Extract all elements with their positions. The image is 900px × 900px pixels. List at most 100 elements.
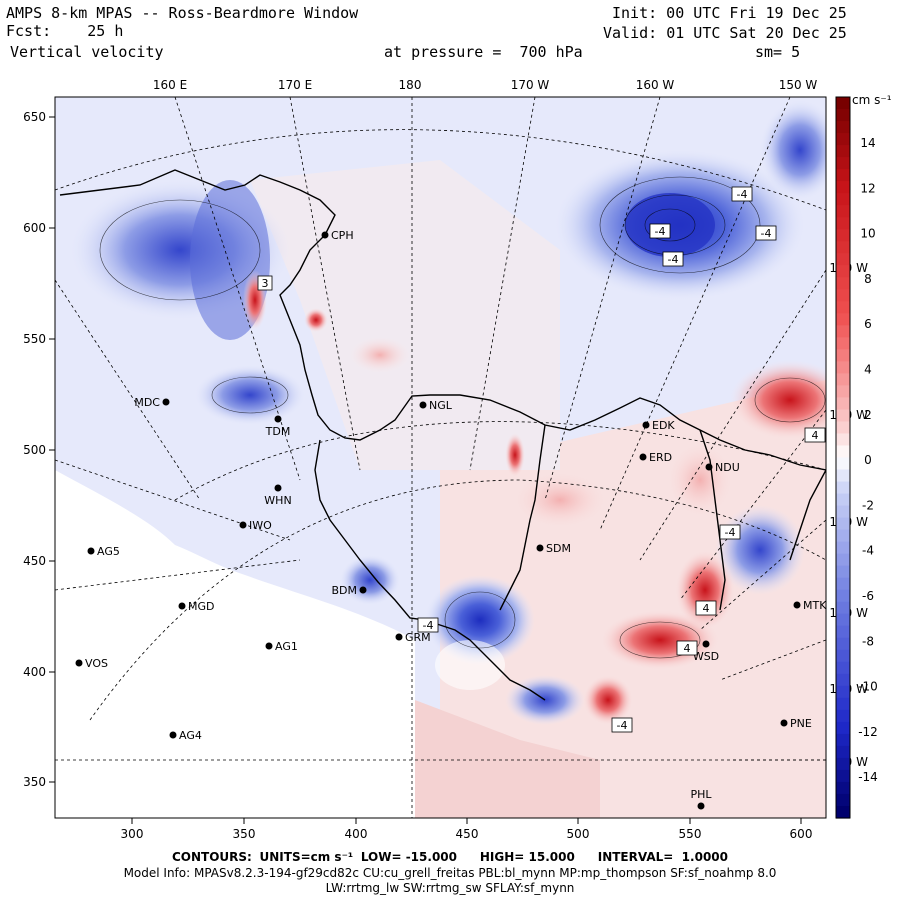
station-marker-ag1 (265, 642, 273, 650)
colorbar-segment (836, 673, 850, 687)
colorbar-segment (836, 637, 850, 651)
colorbar-segment (836, 649, 850, 663)
station-marker-mdc (162, 398, 170, 406)
colorbar-tick-label: 6 (864, 317, 872, 331)
forecast-label-text: Fcst: (6, 22, 52, 40)
station-marker-vos (75, 659, 83, 667)
colorbar-segment (836, 229, 850, 242)
contour-units: UNITS=cm s⁻¹ (259, 850, 354, 864)
colorbar-segment (836, 745, 850, 759)
colorbar-segment (836, 313, 850, 326)
colorbar-segment (836, 757, 850, 771)
colorbar-tick-label: 12 (860, 181, 875, 195)
colorbar-segment (836, 193, 850, 206)
colorbar-segment (836, 781, 850, 795)
colorbar-segment (836, 133, 850, 146)
colorbar-segment (836, 337, 850, 350)
colorbar-segment (836, 145, 850, 158)
colorbar-segment (836, 109, 850, 122)
y-tick-450: 450 (23, 554, 46, 568)
station-label-mtk: MTK (803, 599, 827, 612)
colorbar-segment (836, 625, 850, 639)
contour-info: CONTOURS: UNITS=cm s⁻¹ LOW= -15.000 HIGH… (0, 850, 900, 864)
station-label-ag4: AG4 (179, 729, 202, 742)
model-info-2: LW:rrtmg_lw SW:rrtmg_sw SFLAY:sf_mynn (325, 881, 575, 895)
x-tick-400: 400 (345, 827, 368, 841)
colorbar-segment (836, 517, 850, 531)
station-label-cph: CPH (331, 229, 354, 242)
contour-label-10: 4 (703, 602, 710, 615)
colorbar-segment (836, 481, 850, 495)
contour-label-6: -4 (423, 619, 434, 632)
station-marker-grm (395, 633, 403, 641)
colorbar-segment (836, 697, 850, 711)
colorbar-segment (836, 397, 850, 411)
contour-label-2: -4 (655, 225, 666, 238)
colorbar-segment (836, 169, 850, 182)
map-title: AMPS 8-km MPAS -- Ross-Beardmore Window (6, 4, 359, 22)
colorbar-segment (836, 205, 850, 218)
station-label-pne: PNE (790, 717, 812, 730)
colorbar-segment (836, 241, 850, 254)
station-marker-phl (697, 802, 705, 810)
colorbar-tick-label: 14 (860, 136, 875, 150)
lon-label-160w: 160 W (636, 78, 675, 92)
colorbar-segment (836, 325, 850, 338)
station-label-edk: EDK (652, 419, 675, 432)
smoothing-value: sm= 5 (755, 43, 801, 61)
station-label-whn: WHN (264, 494, 291, 507)
contour-label-3: -4 (761, 227, 772, 240)
colorbar-tick-label: -10 (858, 680, 878, 694)
colorbar-segment (836, 217, 850, 230)
pink-cell-central (350, 337, 410, 373)
colorbar-segment (836, 445, 850, 459)
station-marker-ndu (705, 463, 713, 471)
colorbar-segment (836, 769, 850, 783)
lon-label-160e: 160 E (153, 78, 187, 92)
station-label-ngl: NGL (429, 399, 453, 412)
lon-label-170e: 170 E (278, 78, 312, 92)
blue-cell-bdm (340, 555, 400, 605)
graticule (55, 97, 826, 818)
contour-interval: INTERVAL= 1.0000 (597, 850, 728, 864)
station-marker-wsd (702, 640, 710, 648)
colorbar-segment (836, 565, 850, 579)
red-cell-ngl (505, 433, 525, 477)
noisy-cell-south (435, 640, 505, 690)
colorbar-segment (836, 157, 850, 170)
forecast-label: Fcst: 25 h (6, 22, 123, 40)
red-cell-cph (304, 308, 328, 332)
colorbar-segment (836, 793, 850, 807)
station-marker-tdm (274, 415, 282, 423)
colorbar-segment (836, 805, 850, 819)
lon-label-150w: 150 W (779, 78, 818, 92)
colorbar-segment (836, 613, 850, 627)
colorbar-segment (836, 349, 850, 362)
colorbar-tick-label: -2 (862, 498, 874, 512)
station-marker-pne (780, 719, 788, 727)
y-tick-400: 400 (23, 665, 46, 679)
station-label-grm: GRM (405, 631, 431, 644)
colorbar-segment (836, 97, 850, 110)
mixed-region-central (250, 160, 560, 470)
red-cell-south (583, 675, 633, 725)
colorbar-segment (836, 541, 850, 555)
colorbar-units: cm s⁻¹ (852, 93, 892, 107)
colorbar-tick-label: 4 (864, 363, 872, 377)
contour-label-8: 4 (812, 429, 819, 442)
x-tick-350: 350 (233, 827, 256, 841)
lon-label-180: 180 (399, 78, 422, 92)
station-label-ag1: AG1 (275, 640, 298, 653)
station-marker-ngl (419, 401, 427, 409)
valid-time: Valid: 01 UTC Sat 20 Dec 25 (603, 24, 847, 42)
colorbar-segment (836, 529, 850, 543)
blue-cell-west (195, 365, 305, 425)
colorbar-segment (836, 433, 850, 447)
station-marker-iwo (239, 521, 247, 529)
colorbar-segment (836, 661, 850, 675)
variable-name: Vertical velocity (10, 43, 164, 61)
contour-label-4: -4 (668, 253, 679, 266)
colorbar-tick-label: -14 (858, 770, 878, 784)
contour-high: HIGH= 15.000 (479, 850, 575, 864)
